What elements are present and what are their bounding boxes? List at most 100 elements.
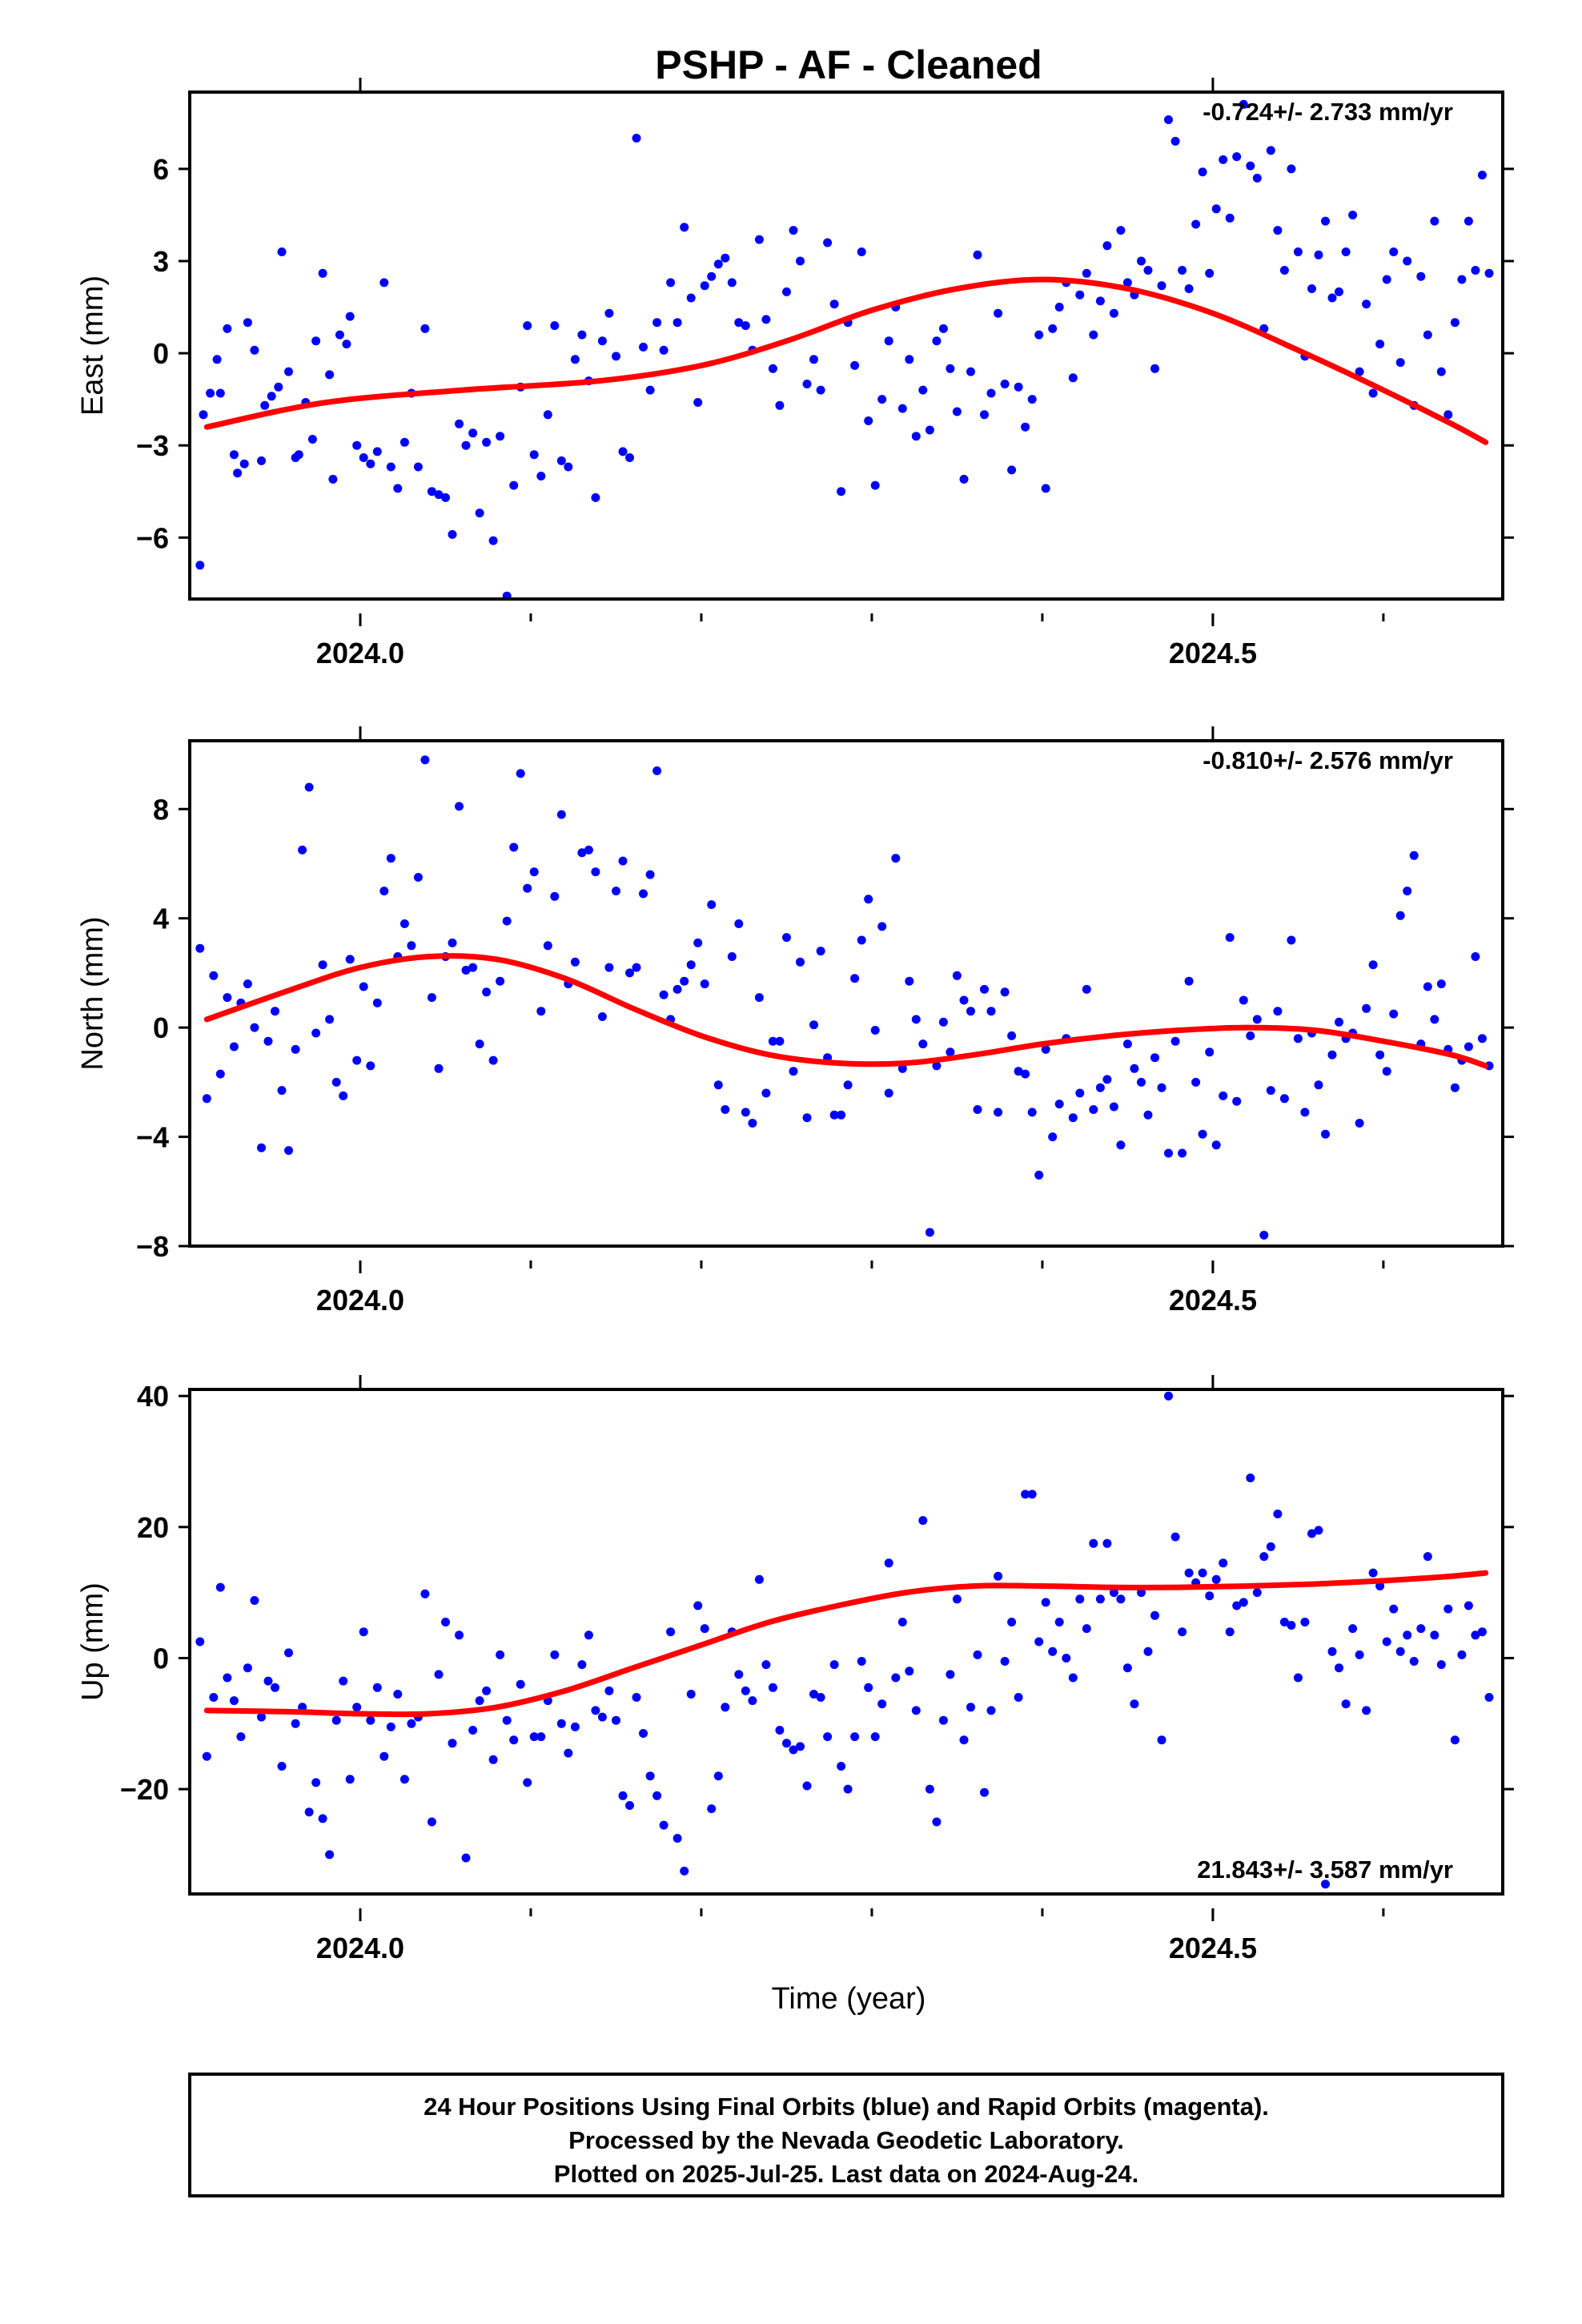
east-point [352, 440, 362, 450]
up-y-tick-label: 0 [153, 1642, 169, 1675]
figure-title: PSHP - AF - Cleaned [655, 42, 1042, 87]
north-point [891, 854, 901, 863]
east-point [1014, 382, 1023, 392]
north-point [250, 1023, 259, 1032]
up-point [1095, 1594, 1105, 1604]
east-point [1191, 219, 1201, 229]
north-point [284, 1146, 293, 1156]
east-point [277, 247, 287, 256]
north-point [748, 1119, 757, 1128]
east-point [420, 324, 430, 333]
east-point [1027, 395, 1037, 404]
footer-line-2: Processed by the Nevada Geodetic Laborat… [568, 2126, 1124, 2154]
north-point [816, 947, 825, 956]
north-point [1287, 935, 1296, 945]
east-y-tick-label: −6 [136, 521, 169, 554]
east-point [1082, 268, 1091, 278]
east-point [1246, 161, 1255, 171]
footer-box: 24 Hour Positions Using Final Orbits (bl… [188, 2073, 1504, 2197]
north-point [966, 1007, 975, 1016]
up-point [666, 1627, 676, 1637]
up-point [1184, 1568, 1194, 1578]
east-point [959, 474, 969, 484]
up-point [1355, 1650, 1364, 1659]
up-point [1375, 1582, 1385, 1590]
up-point [488, 1755, 498, 1764]
east-point [1211, 204, 1221, 214]
east-point [223, 324, 232, 333]
north-y-axis-label: North (mm) [76, 916, 110, 1070]
north-point [556, 810, 566, 819]
east-point [1362, 300, 1371, 309]
north-point [352, 1055, 362, 1065]
north-point [1095, 1083, 1105, 1092]
east-point [1122, 278, 1132, 287]
up-point [1239, 1598, 1248, 1607]
up-point [229, 1696, 239, 1706]
east-point [488, 536, 498, 545]
up-point [1007, 1618, 1017, 1626]
east-point [523, 321, 532, 331]
north-point [298, 845, 307, 854]
north-point [952, 971, 962, 980]
east-point [946, 364, 955, 373]
footer-line-1: 24 Hour Positions Using Final Orbits (bl… [424, 2093, 1269, 2121]
north-frame [188, 739, 1504, 1248]
east-point [1471, 266, 1480, 275]
up-point [905, 1667, 914, 1676]
north-point [570, 957, 580, 967]
north-point [639, 889, 648, 899]
up-point [420, 1589, 430, 1598]
north-point [1423, 982, 1432, 991]
east-point [1321, 216, 1330, 226]
east-point [612, 352, 620, 361]
north-point [645, 870, 655, 879]
up-point [768, 1683, 777, 1692]
north-point [420, 755, 430, 765]
north-point [1389, 1009, 1399, 1019]
east-point [239, 459, 249, 468]
east-point [1164, 115, 1173, 124]
east-point [1314, 250, 1323, 259]
up-point [700, 1624, 709, 1634]
east-point [215, 388, 225, 398]
east-point [918, 385, 928, 395]
up-point [331, 1715, 341, 1725]
north-point [1464, 1042, 1473, 1051]
east-point [864, 416, 873, 425]
up-point [195, 1637, 205, 1647]
up-point [523, 1778, 532, 1787]
up-y-tick-label: 40 [137, 1380, 169, 1413]
east-point [986, 388, 996, 398]
up-point [318, 1814, 327, 1823]
up-point [884, 1558, 893, 1568]
east-point [1205, 268, 1215, 278]
up-point [271, 1683, 279, 1692]
north-point [1027, 1108, 1037, 1117]
north-point [202, 1094, 211, 1104]
up-point [645, 1771, 655, 1781]
east-point [1054, 303, 1064, 312]
up-point [639, 1729, 648, 1738]
up-point [223, 1673, 232, 1683]
up-point [407, 1719, 416, 1728]
north-point [1321, 1129, 1330, 1139]
north-point [339, 1091, 348, 1100]
east-point [829, 300, 839, 309]
north-point [1000, 987, 1010, 997]
up-point [1021, 1490, 1030, 1499]
up-point [829, 1660, 839, 1670]
east-point [1457, 275, 1467, 284]
north-point [1116, 1140, 1126, 1150]
up-point [284, 1648, 293, 1658]
east-point [379, 278, 389, 287]
north-point [837, 1110, 846, 1120]
north-point [905, 976, 914, 986]
north-point [1368, 960, 1378, 970]
up-point [1368, 1568, 1378, 1578]
north-point [331, 1077, 341, 1087]
up-point [925, 1784, 934, 1794]
up-point [1150, 1610, 1159, 1620]
north-point [1436, 979, 1446, 989]
up-point [604, 1686, 614, 1695]
